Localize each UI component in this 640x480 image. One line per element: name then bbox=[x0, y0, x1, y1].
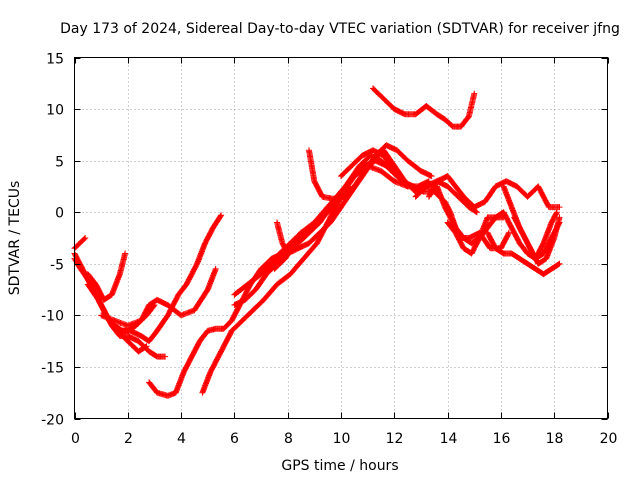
data-layer bbox=[71, 85, 563, 399]
x-tick-label: 12 bbox=[386, 431, 404, 447]
y-tick-label: 5 bbox=[55, 155, 64, 171]
chart-title: Day 173 of 2024, Sidereal Day-to-day VTE… bbox=[60, 21, 620, 37]
series-track-i bbox=[199, 183, 352, 396]
series-markers bbox=[84, 250, 129, 303]
x-tick-label: 20 bbox=[600, 431, 618, 447]
x-tick-label: 0 bbox=[71, 431, 80, 447]
y-tick-label: 15 bbox=[46, 52, 64, 68]
grid bbox=[74, 57, 608, 419]
x-axis-label: GPS time / hours bbox=[281, 458, 398, 474]
x-tick-label: 10 bbox=[333, 431, 351, 447]
x-tick-label: 4 bbox=[177, 431, 186, 447]
series-track-g bbox=[98, 265, 219, 329]
series-track-x bbox=[511, 214, 563, 267]
x-tick-label: 2 bbox=[124, 431, 133, 447]
x-tick-label: 8 bbox=[284, 431, 293, 447]
series-markers bbox=[84, 212, 225, 345]
series-track-f bbox=[84, 212, 225, 345]
y-tick-label: -5 bbox=[50, 258, 64, 274]
series-track-q bbox=[370, 85, 478, 130]
y-tick-label: 0 bbox=[55, 206, 64, 222]
y-tick-label: -15 bbox=[41, 361, 64, 377]
x-tick-labels: 0 2 4 6 8 10 12 14 16 18 20 bbox=[71, 431, 617, 447]
y-tick-label: -20 bbox=[41, 413, 64, 429]
x-tick-label: 6 bbox=[230, 431, 239, 447]
series-markers bbox=[370, 85, 478, 130]
series-track-t bbox=[425, 173, 563, 211]
x-tick-label: 18 bbox=[546, 431, 564, 447]
y-tick-label: 10 bbox=[46, 103, 64, 119]
y-tick-labels: -20 -15 -10 -5 0 5 10 15 bbox=[41, 52, 64, 429]
series-track-e bbox=[84, 250, 129, 303]
series-track-v bbox=[484, 229, 563, 278]
series-track-s bbox=[412, 183, 512, 252]
x-tick-label: 16 bbox=[493, 431, 511, 447]
y-axis-label: SDTVAR / TECUs bbox=[7, 181, 23, 296]
y-tick-label: -10 bbox=[41, 309, 64, 325]
x-tick-label: 14 bbox=[440, 431, 458, 447]
tick-marks bbox=[74, 57, 609, 420]
series-markers bbox=[98, 265, 219, 329]
